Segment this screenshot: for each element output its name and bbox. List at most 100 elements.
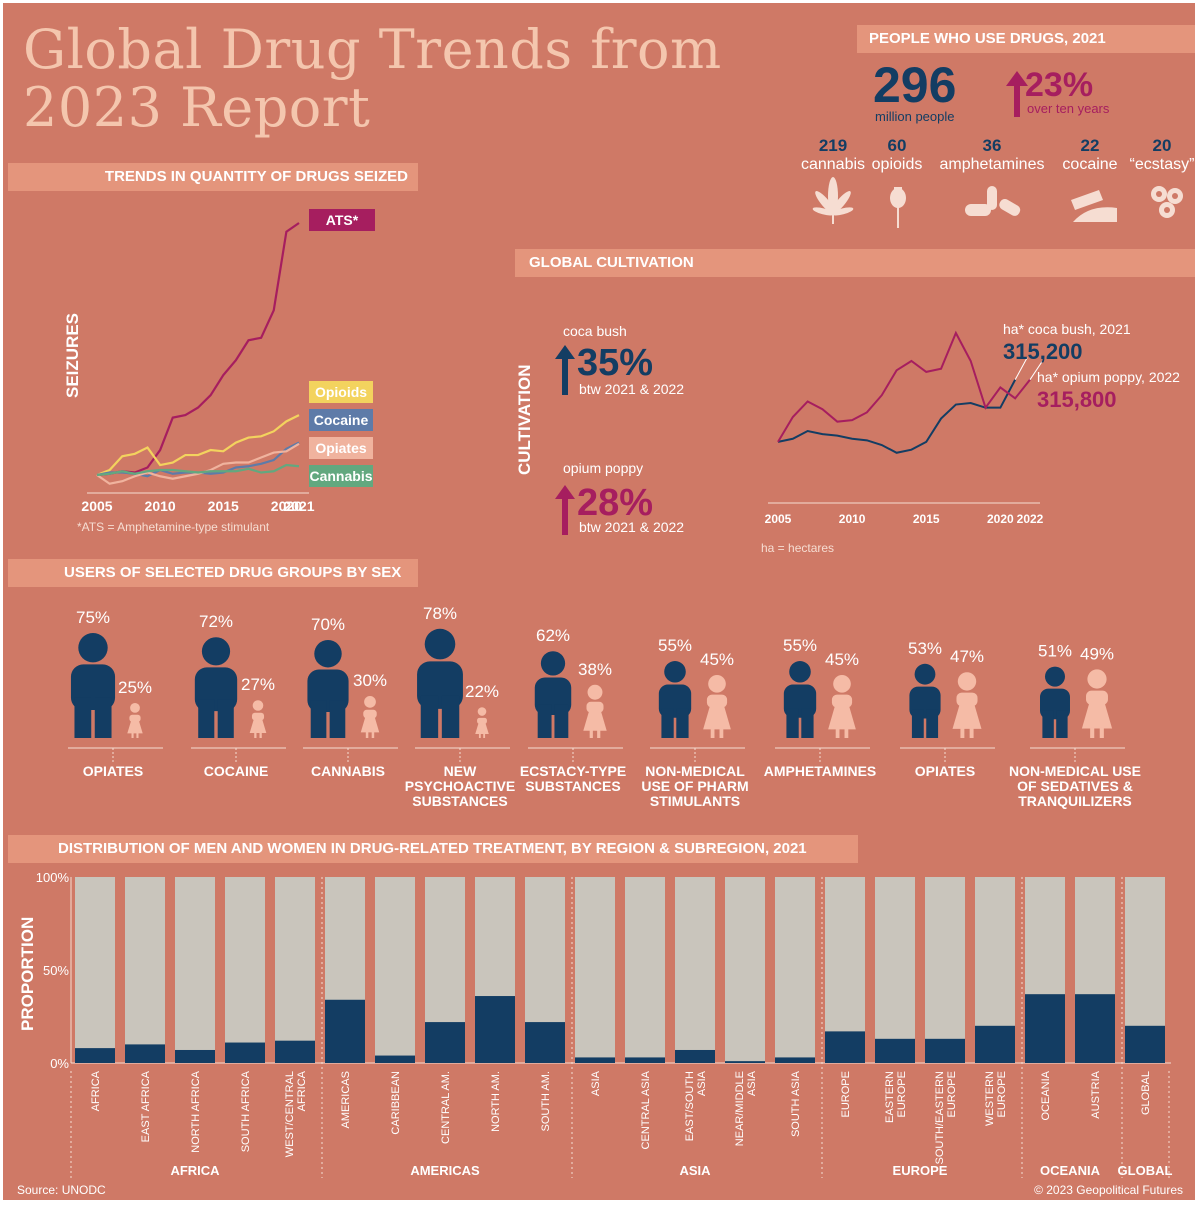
bar-total [725,877,765,1063]
title-line-1: Global Drug Trends from [23,18,722,81]
coca-label: coca bush [563,323,627,339]
bar-women-share [975,1025,1015,1063]
men-pct-label: 51% [1038,642,1072,661]
women-pct-label: 30% [353,671,387,690]
sex-group: 55% 45% AMPHETAMINES [764,636,877,779]
bar-total [625,877,665,1063]
group-label: opioids [871,156,923,173]
leg [483,733,486,738]
bar-total [125,877,165,1063]
people-growth-sub: over ten years [1027,101,1110,116]
woman-figure [249,700,267,738]
y-tick-label: 0% [50,1056,69,1071]
leg [74,697,92,738]
category-label-line: AMPHETAMINES [764,763,877,779]
x-tick-label: EAST/SOUTHASIA [684,1070,708,1141]
coca-sub: btw 2021 & 2022 [579,381,685,397]
bar-women-share [325,999,365,1063]
head [708,675,726,693]
bar-women-share [725,1061,765,1063]
bar-women-share [425,1022,465,1063]
leg [661,708,674,738]
category-label: NEW PSYCHOACTIVE SUBSTANCES [405,763,515,809]
skirt [952,701,982,729]
x-tick-label-line: EASTERN [884,1071,896,1123]
series-line-opium-poppy [777,330,1031,443]
region-label: GLOBAL [1118,1163,1173,1178]
cultivation-chart: 2005 2010 2015 2020 2022 [765,330,1044,526]
sex-group: 51% 49% NON-MEDICAL USE OF SEDATIVES & TRANQ… [1009,642,1141,809]
legend-label: Cannabis [309,468,372,484]
man-figure [1040,666,1070,738]
sex-group: 75% 25% OPIATES [68,608,163,779]
bar-total [375,877,415,1063]
men-pct-label: 55% [783,636,817,655]
pills-icon [965,186,1021,216]
category-label-line: CANNABIS [311,763,385,779]
bar-total [575,877,615,1063]
series-line-ats [96,222,300,477]
x-tick-label: 2020 [987,512,1014,526]
leg [844,728,849,738]
cannabis-leaf-icon [812,177,854,224]
legend-label: Cocaine [314,412,369,428]
bar-total [75,877,115,1063]
head [1087,669,1107,689]
x-tick-label: 2010 [145,498,176,514]
x-tick-label: OCEANIA [1040,1070,1052,1120]
group-cannabis: 219 cannabis [783,136,883,174]
leg [537,704,552,738]
bar-women-share [925,1038,965,1063]
annotation-leader [1014,357,1028,380]
bar-women-share [625,1057,665,1063]
head [664,661,686,683]
x-tick-label-line: NEAR/MIDDLE [734,1071,746,1146]
y-tick-label: 50% [43,963,69,978]
x-tick-label: 2020 [271,498,302,514]
seizures-footnote: *ATS = Amphetamine-type stimulant [77,520,270,534]
legend-label: Opiates [315,440,367,456]
head [1045,666,1065,687]
poppy-sub: btw 2021 & 2022 [579,519,685,535]
leg [371,731,375,738]
category-label-line: NEW [444,763,477,779]
bar-total [275,877,315,1063]
x-tick-label-line: WEST/CENTRAL [284,1071,296,1157]
legend-label: Opioids [315,384,367,400]
people-growth: 23% [1025,66,1094,104]
x-tick-label: CENTRAL ASIA [640,1070,652,1149]
group-opioids: 60 opioids [867,136,927,174]
x-tick-label-line: ASIA [696,1070,708,1096]
poppy-label: opium poppy [563,460,644,476]
treatment-chart: 100% 50% 0% AFRICA EAST AFRICA NORTH AFRICA SO… [36,870,1173,1178]
man-figure [909,663,941,738]
x-tick-label-line: EUROPE [996,1071,1008,1117]
copyright-note: © 2023 Geopolitical Futures [1034,1183,1183,1197]
category-label-line: OF SEDATIVES & [1017,778,1133,794]
category-label: COCAINE [204,763,269,779]
x-tick-label: EUROPE [840,1071,852,1117]
leg [1099,727,1104,738]
leg [198,699,215,738]
woman-figure [952,672,982,738]
leg [131,732,134,738]
category-label: CANNABIS [311,763,385,779]
treatment-header: DISTRIBUTION OF MEN AND WOMEN IN DRUG-RE… [8,835,858,863]
leg [1042,710,1054,738]
leg [94,697,112,738]
category-label-line: NON-MEDICAL [645,763,745,779]
leg [254,732,257,738]
group-label: “ecstasy” [1129,156,1195,173]
sex-group: 70% 30% CANNABIS [303,615,398,779]
poppy-icon [890,187,906,228]
bar-women-share [525,1022,565,1063]
group-count: 219 [818,136,848,155]
sex-group: 55% 45% NON-MEDICAL USE OF PHARM STIMULANTS [641,636,748,809]
legend-swatch [309,381,373,403]
x-tick-label: AFRICA [90,1070,102,1111]
woman-figure [703,675,731,738]
leg [926,709,939,738]
head [252,700,264,711]
man-figure [307,640,349,738]
coca-ha-label: ha* coca bush, 2021 [1003,321,1131,337]
